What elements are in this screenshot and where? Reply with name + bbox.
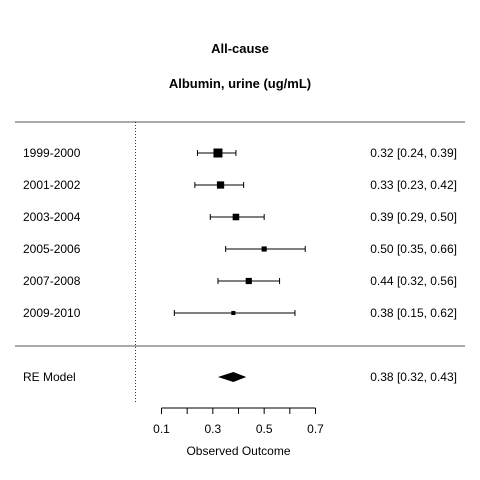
study-rows: 1999-2000 0.32 [0.24, 0.39] 2001-2002 0.33 … (23, 146, 457, 320)
point-estimate (213, 148, 223, 158)
estimate-text: 0.50 [0.35, 0.66] (370, 242, 457, 256)
summary-row: RE Model 0.38 [0.32, 0.43] (23, 370, 457, 384)
estimate-text: 0.33 [0.23, 0.42] (370, 178, 457, 192)
study-label: 2001-2002 (23, 178, 81, 192)
point-estimate (232, 213, 240, 221)
study-row: 2003-2004 0.39 [0.29, 0.50] (23, 210, 457, 224)
estimate-text: 0.38 [0.15, 0.62] (370, 306, 457, 320)
x-tick-label: 0.5 (256, 422, 273, 436)
estimate-text: 0.44 [0.32, 0.56] (370, 274, 457, 288)
x-tick-label: 0.1 (153, 422, 170, 436)
summary-diamond (217, 372, 247, 382)
chart-subtitle: Albumin, urine (ug/mL) (169, 76, 311, 91)
study-label: 2009-2010 (23, 306, 81, 320)
point-estimate (245, 277, 252, 285)
study-label: 1999-2000 (23, 146, 81, 160)
study-row: 2007-2008 0.44 [0.32, 0.56] (23, 274, 457, 288)
study-row: 2001-2002 0.33 [0.23, 0.42] (23, 178, 457, 192)
study-label: 2005-2006 (23, 242, 81, 256)
x-tick-label: 0.3 (204, 422, 221, 436)
study-label: 2007-2008 (23, 274, 81, 288)
chart-title: All-cause (211, 41, 269, 56)
x-axis: 0.1 0.3 0.5 0.7 (153, 407, 324, 436)
x-tick-label: 0.7 (307, 422, 324, 436)
study-row: 1999-2000 0.32 [0.24, 0.39] (23, 146, 457, 160)
summary-estimate-text: 0.38 [0.32, 0.43] (370, 370, 457, 384)
study-row: 2005-2006 0.50 [0.35, 0.66] (23, 242, 457, 256)
study-label: 2003-2004 (23, 210, 81, 224)
point-estimate (216, 181, 225, 189)
estimate-text: 0.39 [0.29, 0.50] (370, 210, 457, 224)
summary-label: RE Model (23, 370, 76, 384)
study-row: 2009-2010 0.38 [0.15, 0.62] (23, 306, 457, 320)
point-estimate (231, 310, 236, 316)
x-axis-label: Observed Outcome (186, 444, 290, 458)
point-estimate (261, 246, 267, 252)
estimate-text: 0.32 [0.24, 0.39] (370, 146, 457, 160)
